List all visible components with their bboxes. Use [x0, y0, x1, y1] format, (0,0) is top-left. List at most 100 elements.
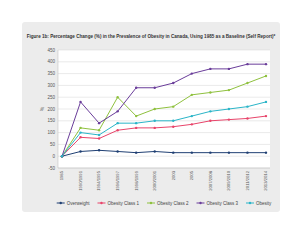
legend: OverweightObesity Class 1Obesity Class 2… — [57, 201, 272, 206]
legend-swatch — [197, 203, 205, 204]
series-line — [62, 116, 266, 156]
point — [61, 155, 63, 157]
legend-label: Overweight — [67, 201, 91, 206]
point — [172, 151, 174, 153]
point — [209, 68, 211, 70]
point — [79, 150, 81, 152]
series-line — [62, 102, 266, 156]
point — [246, 151, 248, 153]
point — [98, 129, 100, 131]
x-tick-label: 1990/1991 — [78, 170, 83, 190]
x-tick-label: 2009/2010 — [226, 170, 231, 190]
point — [172, 105, 174, 107]
point — [191, 94, 193, 96]
point — [172, 120, 174, 122]
legend-label: Obesity Class 2 — [157, 201, 189, 206]
point — [265, 151, 267, 153]
legend-marker — [199, 202, 201, 204]
x-axis — [58, 168, 270, 169]
point — [98, 137, 100, 139]
point — [154, 150, 156, 152]
series-line — [62, 150, 266, 156]
point — [61, 155, 63, 157]
legend-swatch — [57, 203, 65, 204]
series-line — [62, 64, 266, 156]
y-tick-label: 350 — [47, 71, 55, 76]
y-tick-label: 0 — [52, 154, 55, 159]
point — [154, 108, 156, 110]
point — [246, 82, 248, 84]
grid-line — [58, 73, 270, 74]
panel — [22, 22, 280, 212]
point — [228, 118, 230, 120]
x-tick-label: 2005 — [189, 170, 194, 180]
y-tick-label: 400 — [47, 59, 55, 64]
grid-line — [58, 50, 270, 51]
y-tick-label: 200 — [47, 107, 55, 112]
point — [61, 155, 63, 157]
grid-line — [58, 144, 270, 145]
legend-label: Obesity — [256, 201, 272, 206]
legend-swatch — [97, 203, 105, 204]
chart: Figure 1b: Percentage Change (%) in the … — [0, 0, 300, 232]
point — [154, 87, 156, 89]
legend-swatch — [246, 203, 254, 204]
legend-item: Obesity — [246, 201, 272, 206]
y-tick-label: 50 — [50, 142, 56, 147]
y-tick-label: 450 — [47, 48, 55, 53]
point — [116, 96, 118, 98]
point — [135, 151, 137, 153]
point — [265, 75, 267, 77]
legend-item: Obesity Class 2 — [147, 201, 189, 206]
legend-marker — [249, 202, 251, 204]
point — [61, 155, 63, 157]
y-tick-label: 100 — [47, 130, 55, 135]
point — [61, 155, 63, 157]
point — [228, 151, 230, 153]
y-axis-label: % — [39, 106, 45, 111]
grid-line — [58, 61, 270, 62]
y-tick-label: 300 — [47, 83, 55, 88]
point — [98, 122, 100, 124]
point — [116, 129, 118, 131]
point — [265, 115, 267, 117]
x-tick-label: 2011/2012 — [245, 170, 250, 190]
point — [135, 122, 137, 124]
x-tick-label: 2003 — [171, 170, 176, 180]
point — [209, 120, 211, 122]
point — [265, 101, 267, 103]
y-tick-label: -50 — [48, 166, 55, 171]
point — [116, 122, 118, 124]
x-tick-label: 1985 — [59, 170, 64, 180]
legend-marker — [150, 202, 152, 204]
point — [191, 72, 193, 74]
point — [98, 149, 100, 151]
point — [116, 150, 118, 152]
point — [191, 123, 193, 125]
point — [172, 82, 174, 84]
point — [172, 126, 174, 128]
point — [228, 68, 230, 70]
point — [209, 151, 211, 153]
point — [209, 91, 211, 93]
point — [265, 63, 267, 65]
plot-area — [58, 50, 270, 168]
grid-line — [58, 168, 270, 169]
point — [98, 134, 100, 136]
y-tick-label: 250 — [47, 95, 55, 100]
x-tick-label: 1996/1997 — [115, 170, 120, 190]
point — [135, 115, 137, 117]
legend-marker — [100, 202, 102, 204]
point — [246, 63, 248, 65]
point — [191, 151, 193, 153]
point — [79, 127, 81, 129]
legend-marker — [60, 202, 62, 204]
point — [79, 131, 81, 133]
x-tick-label: 2000/2001 — [152, 170, 157, 190]
grid-line — [58, 97, 270, 98]
point — [79, 136, 81, 138]
point — [209, 110, 211, 112]
grid-line — [58, 132, 270, 133]
point — [228, 89, 230, 91]
x-tick-label: 2013/2014 — [263, 170, 268, 190]
